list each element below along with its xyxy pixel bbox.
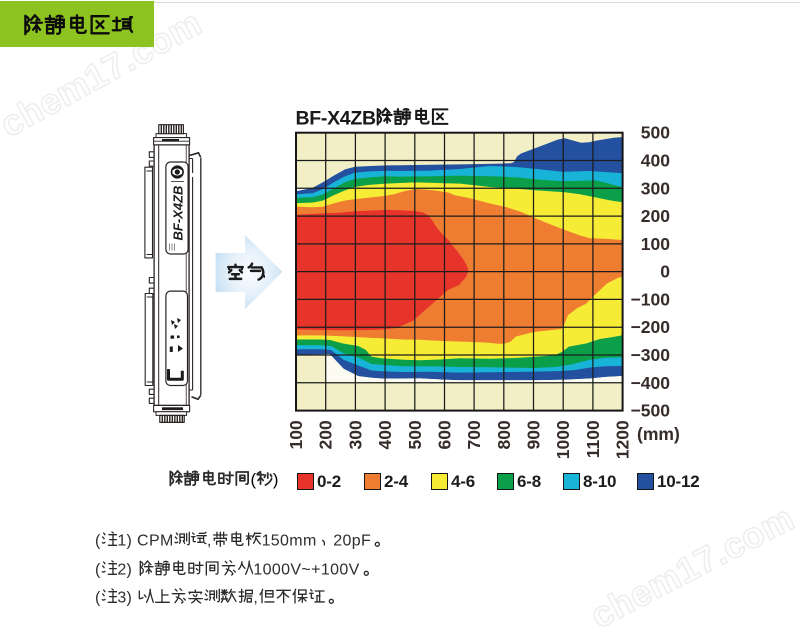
svg-text:500: 500 xyxy=(405,420,425,449)
svg-text:100: 100 xyxy=(286,420,306,449)
svg-text:BF-X4ZB: BF-X4ZB xyxy=(296,107,376,129)
svg-text:chem17.com: chem17.com xyxy=(584,497,800,636)
svg-text:1200: 1200 xyxy=(613,420,633,459)
svg-text:1000: 1000 xyxy=(553,420,573,459)
svg-text:−400: −400 xyxy=(631,373,671,393)
svg-text:400: 400 xyxy=(641,151,670,171)
svg-text:100: 100 xyxy=(641,234,670,254)
svg-text:600: 600 xyxy=(435,420,455,449)
svg-text:200: 200 xyxy=(316,420,336,449)
svg-text:BF-X4ZB: BF-X4ZB xyxy=(171,186,186,241)
svg-text:−100: −100 xyxy=(631,289,671,309)
svg-text:200: 200 xyxy=(641,206,670,226)
svg-text:−200: −200 xyxy=(631,317,671,337)
svg-text:−500: −500 xyxy=(631,401,671,421)
svg-text:700: 700 xyxy=(464,420,484,449)
svg-text:(mm): (mm) xyxy=(637,424,680,444)
svg-text:300: 300 xyxy=(641,178,670,198)
svg-text:500: 500 xyxy=(641,123,670,143)
svg-text:−300: −300 xyxy=(631,345,671,365)
svg-text:800: 800 xyxy=(494,420,514,449)
svg-text:1100: 1100 xyxy=(583,420,603,458)
svg-text:900: 900 xyxy=(524,420,544,449)
svg-text:0: 0 xyxy=(660,262,670,282)
svg-text:300: 300 xyxy=(345,420,365,449)
svg-text:400: 400 xyxy=(375,420,395,449)
